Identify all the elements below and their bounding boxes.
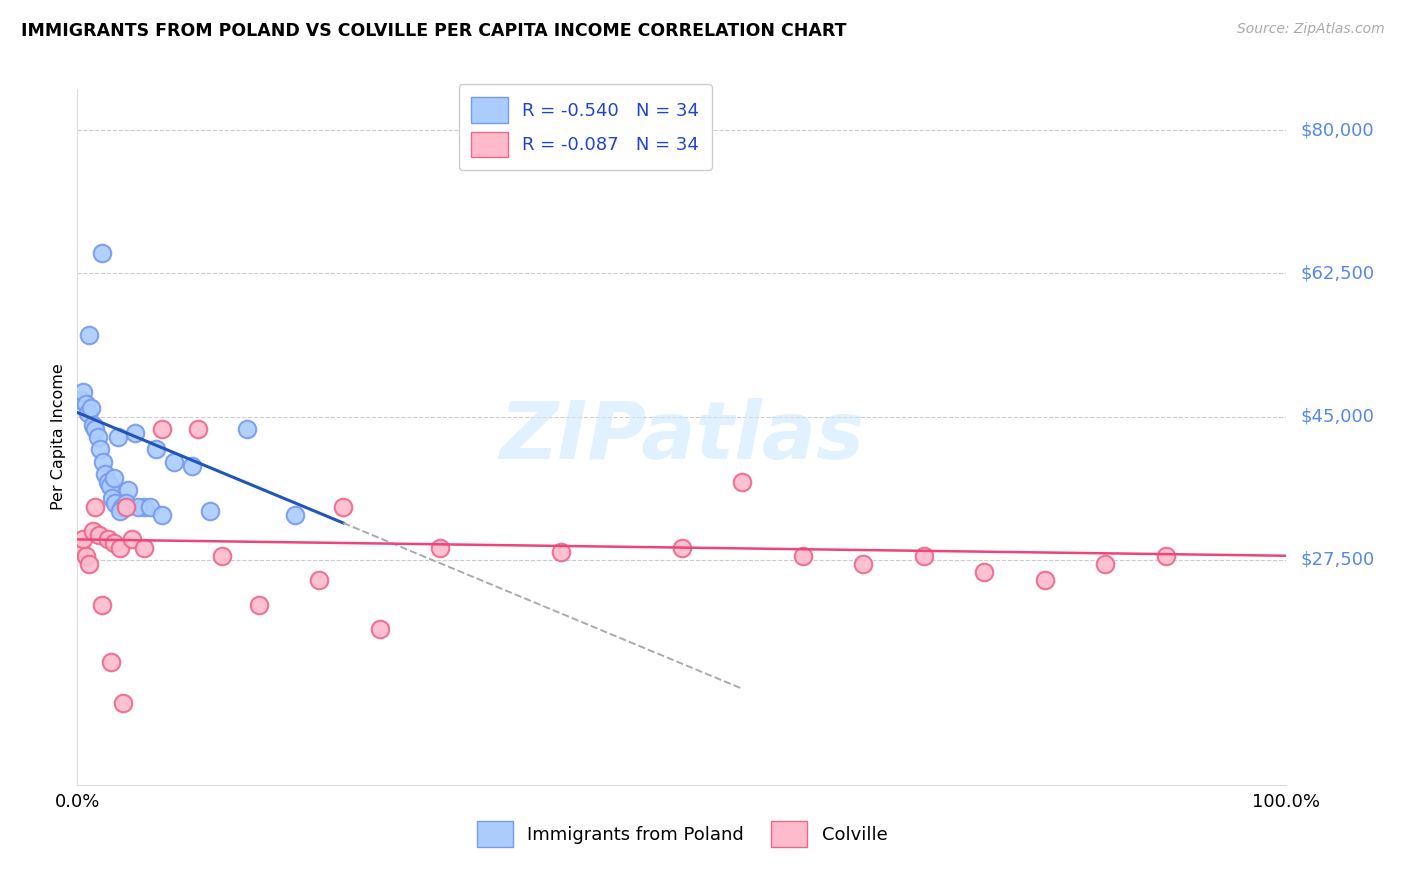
Point: [181, 458, 204, 473]
Point: [187, 422, 209, 436]
Point: [90, 598, 112, 612]
Point: [121, 533, 143, 547]
Point: [79, 557, 101, 571]
Text: $80,000: $80,000: [1301, 121, 1374, 139]
Point: [87, 430, 110, 444]
Point: [139, 500, 162, 514]
Point: [103, 471, 125, 485]
Point: [79, 327, 101, 342]
Point: [72, 385, 94, 400]
Point: [132, 500, 155, 514]
Point: [112, 696, 135, 710]
Point: [671, 541, 693, 555]
Point: [91, 455, 114, 469]
Point: [211, 549, 233, 563]
Point: [912, 549, 935, 563]
Point: [90, 246, 112, 260]
Point: [332, 500, 354, 514]
Point: [731, 475, 754, 489]
Point: [84, 500, 107, 514]
Point: [429, 541, 451, 555]
Point: [117, 483, 139, 498]
Point: [235, 422, 257, 436]
Point: [132, 541, 155, 555]
Point: [75, 549, 97, 563]
Point: [87, 528, 110, 542]
Point: [96, 533, 118, 547]
Point: [127, 500, 149, 514]
Text: $45,000: $45,000: [1301, 408, 1375, 425]
Point: [1154, 549, 1177, 563]
Point: [70, 393, 93, 408]
Point: [368, 623, 391, 637]
Point: [284, 508, 307, 522]
Text: ZIPatlas: ZIPatlas: [499, 398, 865, 476]
Point: [94, 467, 117, 481]
Point: [108, 541, 131, 555]
Point: [308, 574, 330, 588]
Point: [145, 442, 167, 457]
Point: [1094, 557, 1116, 571]
Point: [77, 405, 100, 419]
Point: [98, 479, 121, 493]
Point: [107, 430, 129, 444]
Point: [247, 598, 270, 612]
Point: [973, 565, 995, 579]
Point: [150, 508, 173, 522]
Point: [114, 495, 136, 509]
Point: [1033, 574, 1056, 588]
Point: [82, 524, 104, 539]
Text: $27,500: $27,500: [1301, 551, 1375, 569]
Point: [111, 500, 134, 514]
Point: [79, 401, 101, 416]
Point: [108, 504, 131, 518]
Point: [550, 544, 572, 558]
Text: IMMIGRANTS FROM POLAND VS COLVILLE PER CAPITA INCOME CORRELATION CHART: IMMIGRANTS FROM POLAND VS COLVILLE PER C…: [21, 22, 846, 40]
Legend: Immigrants from Poland, Colville: Immigrants from Poland, Colville: [468, 813, 896, 856]
Point: [792, 549, 814, 563]
Point: [82, 417, 104, 432]
Point: [69, 541, 91, 555]
Text: $62,500: $62,500: [1301, 264, 1375, 283]
Point: [101, 491, 124, 506]
Point: [72, 533, 94, 547]
Point: [104, 495, 127, 509]
Point: [75, 397, 97, 411]
Point: [124, 425, 146, 440]
Text: Source: ZipAtlas.com: Source: ZipAtlas.com: [1237, 22, 1385, 37]
Point: [100, 655, 122, 669]
Point: [114, 500, 136, 514]
Point: [96, 475, 118, 489]
Point: [89, 442, 111, 457]
Point: [84, 422, 107, 436]
Point: [852, 557, 875, 571]
Point: [163, 455, 186, 469]
Point: [200, 504, 222, 518]
Point: [150, 422, 173, 436]
Y-axis label: Per Capita Income: Per Capita Income: [51, 364, 66, 510]
Point: [103, 536, 125, 550]
